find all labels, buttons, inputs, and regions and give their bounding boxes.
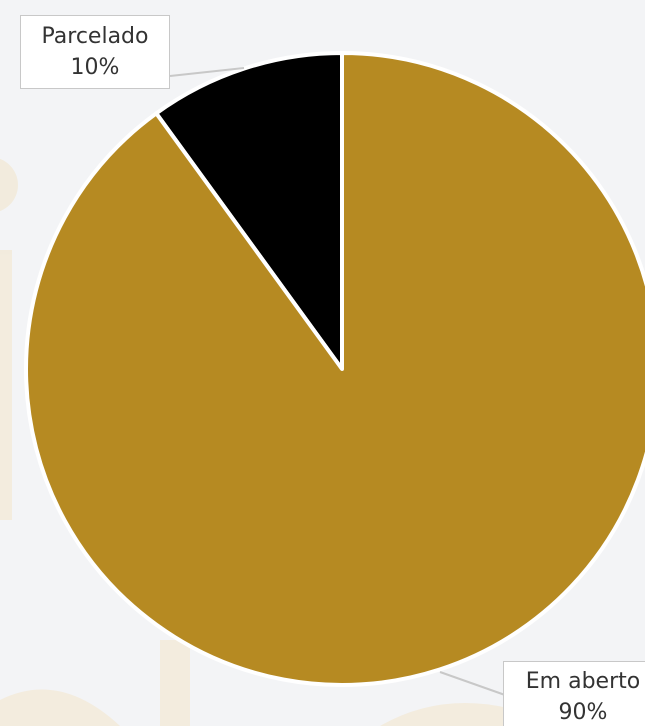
leader-line-em-aberto [439, 671, 506, 696]
slice-label-em-aberto: Em aberto [525, 669, 641, 694]
slice-value-parcelado: 10% [70, 55, 120, 80]
pie-slice-parcelado [154, 51, 344, 371]
callout-em-aberto: Em aberto 90% [503, 661, 645, 726]
pie-slice-em-aberto [24, 51, 645, 687]
slice-label-parcelado: Parcelado [41, 24, 149, 49]
leader-line-parcelado [169, 67, 245, 77]
pie-slices [24, 51, 645, 687]
slice-value-em-aberto: 90% [558, 700, 608, 725]
callout-parcelado: Parcelado 10% [20, 15, 170, 89]
callout-leader-lines [169, 67, 506, 696]
